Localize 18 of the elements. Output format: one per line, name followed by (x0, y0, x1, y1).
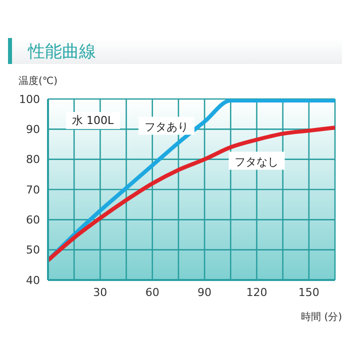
y-axis-title: 温度(℃) (17, 76, 59, 88)
x-tick-label: 120 (246, 286, 268, 299)
y-tick-label: 60 (26, 214, 40, 227)
annotation: 水 100L (66, 112, 120, 129)
series-label: フタなし (234, 156, 279, 169)
y-tick-label: 50 (26, 244, 40, 257)
x-tick-label: 150 (298, 286, 320, 299)
x-tick-label: 90 (198, 286, 212, 299)
x-tick-label: 30 (93, 286, 108, 299)
y-tick-label: 40 (26, 274, 40, 287)
x-axis-title: 時間 (分) (301, 310, 342, 324)
y-tick-label: 70 (26, 183, 40, 196)
y-tick-label: 80 (26, 153, 40, 166)
x-tick-label: 60 (145, 286, 160, 299)
series-label: フタあり (144, 120, 188, 134)
y-tick-label: 100 (19, 92, 40, 106)
y-tick-label: 90 (26, 123, 40, 136)
chart-title: 性能曲線 (28, 41, 96, 63)
